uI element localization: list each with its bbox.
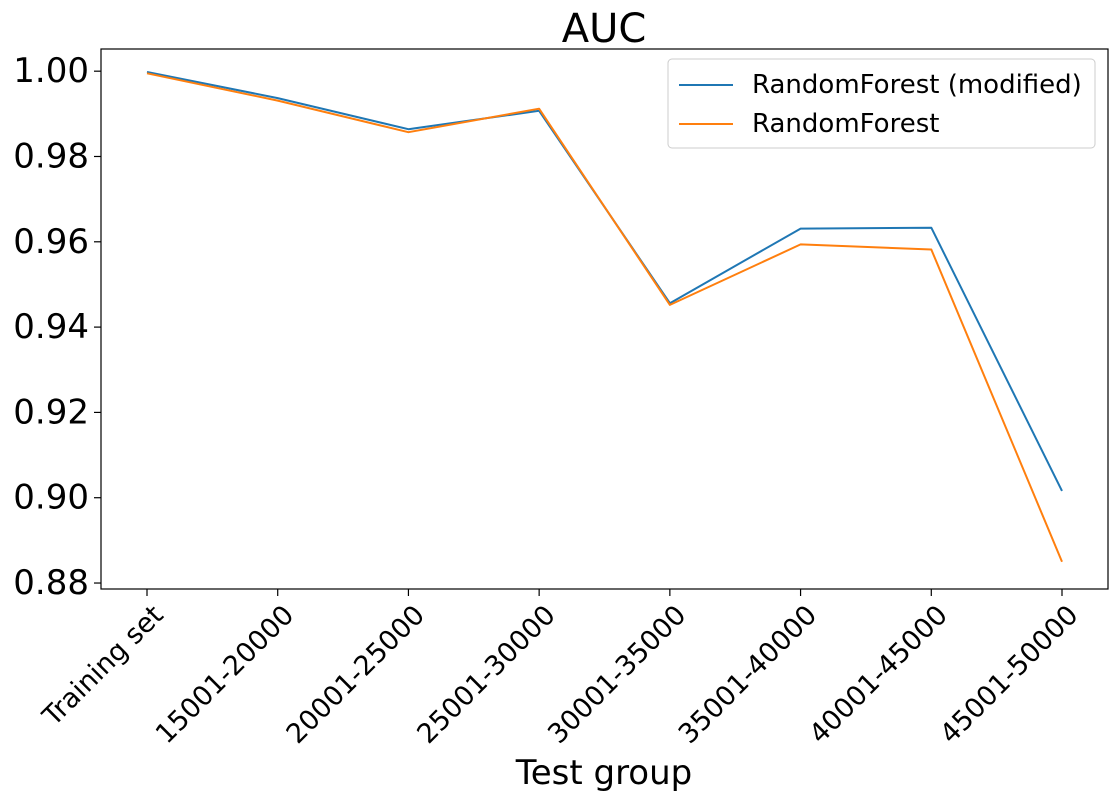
x-axis: Training set15001-2000020001-2500025001-… xyxy=(36,589,1085,750)
x-tick-label: 15001-20000 xyxy=(150,600,300,750)
y-tick-label: 1.00 xyxy=(13,51,89,91)
y-axis: 0.88 0.90 0.92 0.94 0.96 0.98 1.00 xyxy=(13,51,101,603)
legend-box xyxy=(667,58,1096,149)
plot-area xyxy=(100,48,1109,590)
legend-label: RandomForest (modified) xyxy=(752,70,1082,100)
x-axis-label: Test group xyxy=(515,753,693,793)
legend-label: RandomForest xyxy=(752,109,939,139)
x-tick-label: 45001-50000 xyxy=(934,600,1084,750)
y-tick-label: 0.88 xyxy=(13,563,89,603)
y-tick-label: 0.92 xyxy=(13,392,89,432)
y-tick-label: 0.94 xyxy=(13,307,89,347)
y-tick-label: 0.96 xyxy=(13,222,89,262)
chart-title: AUC xyxy=(562,6,647,52)
y-tick-label: 0.90 xyxy=(13,478,89,518)
legend: RandomForest (modified) RandomForest xyxy=(667,58,1096,149)
series-lines xyxy=(146,71,1063,563)
x-tick-label: 20001-25000 xyxy=(281,600,431,750)
x-tick-label: 40001-45000 xyxy=(804,600,954,750)
x-tick-label: 30001-35000 xyxy=(542,600,692,750)
series-line-randomforest xyxy=(146,72,1063,563)
x-tick-label: Training set xyxy=(36,600,169,733)
x-tick-label: 35001-40000 xyxy=(673,600,823,750)
y-tick-label: 0.98 xyxy=(13,136,89,176)
x-tick-label: 25001-30000 xyxy=(411,600,561,750)
